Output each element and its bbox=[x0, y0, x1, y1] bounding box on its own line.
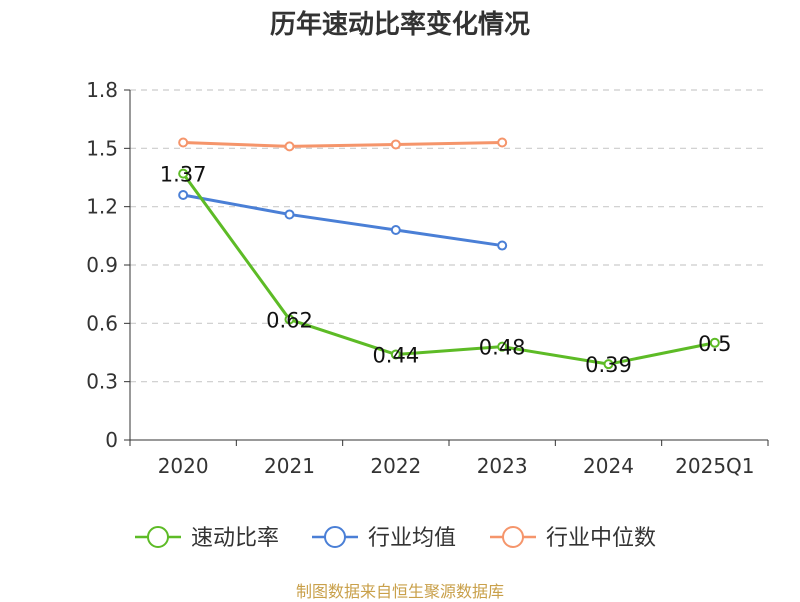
y-tick-label: 0.3 bbox=[86, 370, 118, 394]
y-tick-label: 0 bbox=[105, 428, 118, 452]
data-point bbox=[178, 190, 189, 200]
x-tick-label: 2020 bbox=[158, 454, 209, 478]
data-point bbox=[497, 341, 508, 352]
data-point bbox=[603, 359, 614, 370]
data-labels: 1.37 0.62 0.44 0.48 0.39 0.5 bbox=[160, 163, 732, 378]
data-point bbox=[390, 225, 401, 235]
data-point bbox=[178, 168, 189, 179]
data-point bbox=[390, 349, 401, 360]
x-tick-label: 2024 bbox=[583, 454, 634, 478]
gridlines bbox=[130, 89, 768, 383]
data-point bbox=[497, 137, 508, 148]
series-line bbox=[183, 141, 503, 148]
data-point bbox=[284, 141, 295, 152]
data-point bbox=[390, 139, 401, 150]
data-label: 0.5 bbox=[698, 332, 731, 356]
axes: 0 0.3 0.6 0.9 1.2 1.5 1.8 2020 2021 2022 2023 2024 2… bbox=[86, 78, 769, 478]
y-tick-label: 1.5 bbox=[86, 136, 118, 160]
source-note: 制图数据来自恒生聚源数据库 bbox=[295, 582, 504, 601]
legend-marker bbox=[502, 526, 524, 548]
legend-label: 行业均值 bbox=[368, 526, 456, 551]
y-tick-label: 0.9 bbox=[86, 253, 118, 277]
y-tick-label: 1.8 bbox=[86, 78, 118, 102]
legend-label: 行业中位数 bbox=[546, 526, 656, 551]
data-point bbox=[284, 209, 295, 220]
chart-title: 历年速动比率变化情况 bbox=[269, 10, 530, 40]
data-label: 1.37 bbox=[160, 163, 207, 187]
data-label: 0.62 bbox=[266, 308, 313, 332]
x-tick-label: 2023 bbox=[477, 454, 528, 478]
data-point bbox=[178, 137, 189, 148]
y-tick-label: 0.6 bbox=[86, 311, 118, 335]
legend-marker bbox=[324, 526, 346, 548]
x-tick-label: 2021 bbox=[264, 454, 315, 478]
legend: 速动比率 行业均值 行业中位数 bbox=[135, 526, 656, 551]
legend-label: 速动比率 bbox=[191, 526, 279, 551]
series-lines bbox=[178, 137, 720, 370]
y-tick-label: 1.2 bbox=[86, 195, 118, 219]
legend-marker bbox=[147, 526, 169, 548]
data-point bbox=[497, 240, 508, 251]
series-line bbox=[182, 193, 503, 248]
data-label: 0.39 bbox=[585, 353, 632, 377]
series-line bbox=[181, 172, 716, 366]
x-tick-label: 2022 bbox=[370, 454, 421, 478]
data-label: 0.44 bbox=[372, 343, 419, 367]
x-tick-label: 2025Q1 bbox=[675, 454, 754, 478]
data-point bbox=[709, 337, 720, 348]
data-label: 0.48 bbox=[479, 336, 526, 360]
data-point bbox=[284, 314, 295, 325]
